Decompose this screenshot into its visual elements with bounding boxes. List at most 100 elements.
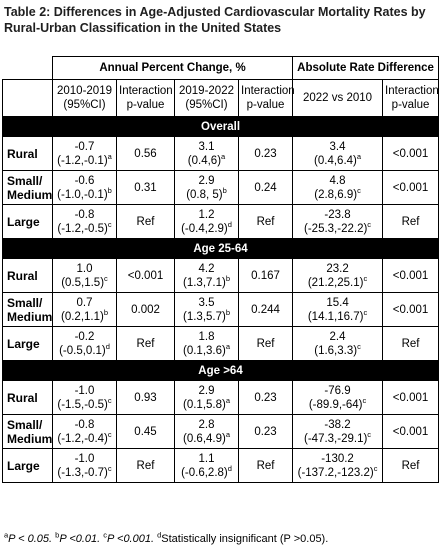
col-header-2019-2022: 2019-2022 (95%CI) [174, 79, 239, 117]
interaction-p-cell-3: <0.001 [382, 380, 440, 415]
apc-2019-2022-cell-significance-mark: a [225, 395, 230, 405]
table-row: Rural -0.7 (-1.2,-0.1)a 0.56 3.1 (0.4,6)a 0.23… [2, 136, 440, 171]
section-header-row: Overall [1, 116, 440, 137]
apc-2010-2019-cell-estimate: -0.8 [74, 418, 95, 431]
apc-2019-2022-cell-significance-mark: d [227, 463, 232, 473]
apc-2010-2019-cell-estimate: 1.0 [76, 262, 93, 275]
interaction-p-cell-2: 0.244 [237, 292, 294, 327]
group-header-ard: Absolute Rate Difference [292, 56, 440, 80]
apc-2010-2019-cell-ci: (0.2,1.1) [61, 310, 104, 323]
table-row: Rural -1.0 (-1.5,-0.5)c 0.93 2.9 (0.1,5.8)a 0.… [2, 380, 440, 415]
apc-2019-2022-cell: 2.9 (0.8, 5)b [174, 170, 239, 205]
apc-2019-2022-cell-significance-mark: a [225, 341, 230, 351]
rate-difference-cell: 4.8 (2.8,6.9)c [292, 170, 384, 205]
apc-2019-2022-cell-estimate: 2.9 [198, 384, 215, 397]
table-row: Large -0.2 (-0.5,0.1)d Ref 1.8 (0.1,3.6)a Ref 2… [2, 326, 440, 361]
apc-2019-2022-cell: 3.1 (0.4,6)a [174, 136, 239, 171]
rate-difference-cell-ci: (21.2,25.1) [307, 276, 364, 289]
col-header-interaction-p-1: Interaction p-value [116, 79, 175, 117]
footnote-mark-c: c [103, 530, 108, 540]
column-header-row: 2010-2019 (95%CI) Interaction p-value 20… [2, 79, 440, 117]
interaction-p-cell-2: Ref [237, 326, 294, 361]
apc-2010-2019-cell-ci: (-1.2,-0.4) [57, 432, 108, 445]
apc-2010-2019-cell: -0.7 (-1.2,-0.1)a [52, 136, 117, 171]
interaction-p-cell-1: 0.56 [116, 136, 175, 171]
rate-difference-cell-significance-mark: c [367, 219, 372, 229]
col-header-2010-2019: 2010-2019 (95%CI) [52, 79, 117, 117]
rate-difference-cell-ci: (-137.2,-123.2) [297, 466, 374, 479]
apc-2019-2022-cell-ci: (0.1,5.8) [183, 398, 226, 411]
rate-difference-cell-estimate: -38.2 [324, 418, 351, 431]
apc-2019-2022-cell-ci: (0.8, 5) [186, 188, 223, 201]
interaction-p-cell-2: 0.23 [237, 414, 294, 449]
rate-difference-cell: -23.8 (-25.3,-22.2)c [292, 204, 384, 239]
apc-2010-2019-cell-ci: (-1.2,-0.5) [57, 222, 108, 235]
rate-difference-cell-significance-mark: c [362, 395, 367, 405]
rate-difference-cell-ci: (0.4,6.4) [314, 154, 357, 167]
apc-2010-2019-cell-significance-mark: b [107, 185, 112, 195]
footnote-mark-a: a [4, 530, 9, 540]
col-header-interaction-p-2: Interaction p-value [237, 79, 295, 117]
apc-2019-2022-cell-ci: (1.3,5.7) [183, 310, 226, 323]
apc-2019-2022-cell-ci: (0.4,6) [187, 154, 222, 167]
rate-difference-cell: 3.4 (0.4,6.4)a [292, 136, 384, 171]
rate-difference-cell-significance-mark: c [363, 307, 368, 317]
apc-2019-2022-cell: 1.2 (-0.4,2.9)d [174, 204, 239, 239]
apc-2010-2019-cell-estimate: -0.8 [74, 208, 95, 221]
rate-difference-cell-estimate: -23.8 [324, 208, 351, 221]
apc-2010-2019-cell-estimate: -1.0 [74, 452, 95, 465]
apc-2019-2022-cell-estimate: 3.5 [198, 296, 215, 309]
interaction-p-cell-3: Ref [382, 326, 440, 361]
apc-2019-2022-cell: 2.9 (0.1,5.8)a [174, 380, 239, 415]
apc-2019-2022-cell-estimate: 1.1 [198, 452, 215, 465]
apc-2010-2019-cell: 1.0 (0.5,1.5)c [52, 258, 117, 293]
table-row: Large -0.8 (-1.2,-0.5)c Ref 1.2 (-0.4,2.9)d Re… [2, 204, 440, 239]
interaction-p-cell-2: Ref [237, 204, 294, 239]
interaction-p-cell-3: <0.001 [382, 136, 440, 171]
interaction-p-cell-3: Ref [382, 204, 440, 239]
apc-2019-2022-cell-significance-mark: a [221, 151, 226, 161]
interaction-p-cell-3: <0.001 [382, 292, 440, 327]
apc-2010-2019-cell-estimate: 0.7 [76, 296, 93, 309]
table-row: Small/ Medium 0.7 (0.2,1.1)b 0.002 3.5 (1.3,5… [2, 292, 440, 327]
table-row: Small/ Medium -0.8 (-1.2,-0.4)c 0.45 2.8 (0.6… [2, 414, 440, 449]
row-label: Rural [2, 136, 53, 171]
apc-2010-2019-cell: -0.6 (-1.0,-0.1)b [52, 170, 117, 205]
rate-difference-cell-estimate: -76.9 [324, 384, 351, 397]
interaction-p-cell-2: 0.24 [237, 170, 294, 205]
interaction-p-cell-1: 0.45 [116, 414, 175, 449]
apc-2010-2019-cell-significance-mark: d [105, 341, 110, 351]
apc-2010-2019-cell-significance-mark: c [104, 273, 108, 283]
table-title: Table 2: Differences in Age-Adjusted Car… [4, 5, 426, 35]
apc-2010-2019-cell: -0.2 (-0.5,0.1)d [52, 326, 117, 361]
rate-difference-cell: -38.2 (-47.3,-29.1)c [292, 414, 384, 449]
apc-2019-2022-cell-estimate: 1.8 [198, 330, 215, 343]
interaction-p-cell-2: 0.167 [237, 258, 294, 293]
row-label-header [2, 79, 53, 117]
rate-difference-cell: 2.4 (1.6,3.3)c [292, 326, 384, 361]
apc-2019-2022-cell-ci: (-0.4,2.9) [181, 222, 228, 235]
section-title: Age >64 [1, 360, 440, 381]
footnote-a-text: P < 0.05. [8, 533, 53, 545]
table-row: Small/ Medium -0.6 (-1.0,-0.1)b 0.31 2.9 (0.8… [2, 170, 440, 205]
interaction-p-cell-3: <0.001 [382, 170, 440, 205]
rate-difference-cell-ci: (1.6,3.3) [314, 344, 358, 357]
interaction-p-cell-3: <0.001 [382, 414, 440, 449]
row-label: Large [2, 448, 53, 483]
row-label: Large [2, 326, 53, 361]
rate-difference-cell-estimate: 15.4 [326, 296, 349, 309]
apc-2019-2022-cell-estimate: 2.9 [198, 174, 215, 187]
apc-2010-2019-cell-ci: (-1.0,-0.1) [57, 188, 108, 201]
apc-2019-2022-cell-ci: (1.3,7.1) [183, 276, 226, 289]
apc-2010-2019-cell-ci: (-1.3,-0.7) [57, 466, 108, 479]
apc-2010-2019-cell-significance-mark: c [107, 429, 112, 439]
apc-2019-2022-cell-ci: (0.1,3.6) [183, 344, 226, 357]
rate-difference-cell-estimate: 2.4 [329, 330, 346, 343]
rate-difference-cell-estimate: 23.2 [326, 262, 349, 275]
rate-difference-cell: -130.2 (-137.2,-123.2)c [292, 448, 384, 483]
interaction-p-cell-1: 0.31 [116, 170, 175, 205]
interaction-p-cell-1: Ref [116, 448, 175, 483]
apc-2010-2019-cell: -1.0 (-1.5,-0.5)c [52, 380, 117, 415]
rate-difference-cell-significance-mark: c [373, 463, 378, 473]
